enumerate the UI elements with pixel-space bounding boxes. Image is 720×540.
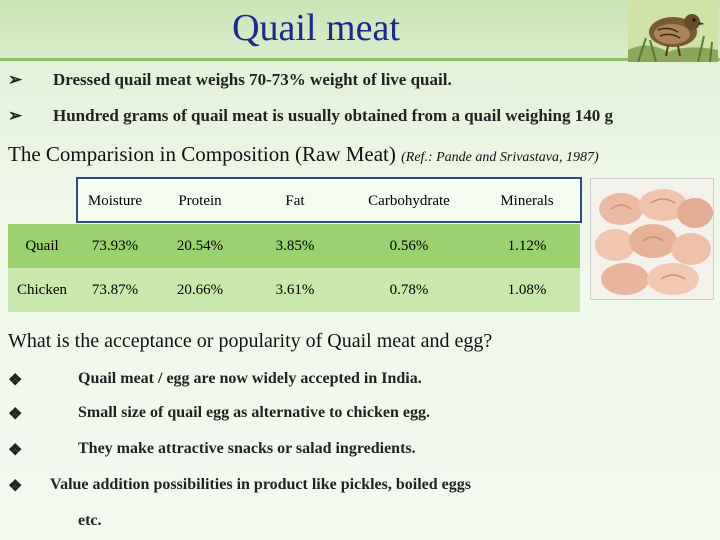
table-cell: 73.87% [76, 268, 154, 312]
composition-table: Moisture Protein Fat Carbohydrate Minera… [8, 178, 580, 312]
title-bar [0, 0, 720, 61]
table-cell: 0.56% [344, 224, 474, 268]
table-cell: 1.08% [474, 268, 580, 312]
column-header: Fat [246, 178, 344, 224]
arrow-bullet-icon: ➢ [8, 70, 23, 89]
column-header: Moisture [76, 178, 154, 224]
comparison-heading: The Comparision in Composition (Raw Meat… [8, 142, 599, 167]
table-cell: 3.61% [246, 268, 344, 312]
quail-bird-image [628, 0, 718, 62]
column-header: Carbohydrate [344, 178, 474, 224]
diamond-bullet-icon: ❖ [8, 372, 23, 389]
diamond-bullet-icon: ❖ [8, 478, 23, 495]
diamond-bullet-icon: ❖ [8, 442, 23, 459]
table-header-row: Moisture Protein Fat Carbohydrate Minera… [8, 178, 580, 224]
row-label: Quail [8, 224, 76, 268]
page-title: Quail meat [232, 7, 400, 49]
table-cell: 1.12% [474, 224, 580, 268]
table-cell: 73.93% [76, 224, 154, 268]
table-corner-cell [8, 178, 76, 224]
dressed-quail-photo [590, 178, 714, 300]
table-row: Quail 73.93% 20.54% 3.85% 0.56% 1.12% [8, 224, 580, 268]
comparison-title: The Comparision in Composition (Raw Meat… [8, 142, 396, 166]
answer-continuation: etc. [78, 512, 102, 529]
arrow-bullet-icon: ➢ [8, 106, 23, 125]
question-heading: What is the acceptance or popularity of … [8, 330, 493, 352]
table-row: Chicken 73.87% 20.66% 3.61% 0.78% 1.08% [8, 268, 580, 312]
column-header: Protein [154, 178, 246, 224]
table-cell: 0.78% [344, 268, 474, 312]
header-border [76, 177, 582, 223]
diamond-bullet-icon: ❖ [8, 406, 23, 423]
column-header: Minerals [474, 178, 580, 224]
table-cell: 3.85% [246, 224, 344, 268]
table-cell: 20.66% [154, 268, 246, 312]
row-label: Chicken [8, 268, 76, 312]
table-cell: 20.54% [154, 224, 246, 268]
reference-citation: (Ref.: Pande and Srivastava, 1987) [401, 150, 599, 165]
